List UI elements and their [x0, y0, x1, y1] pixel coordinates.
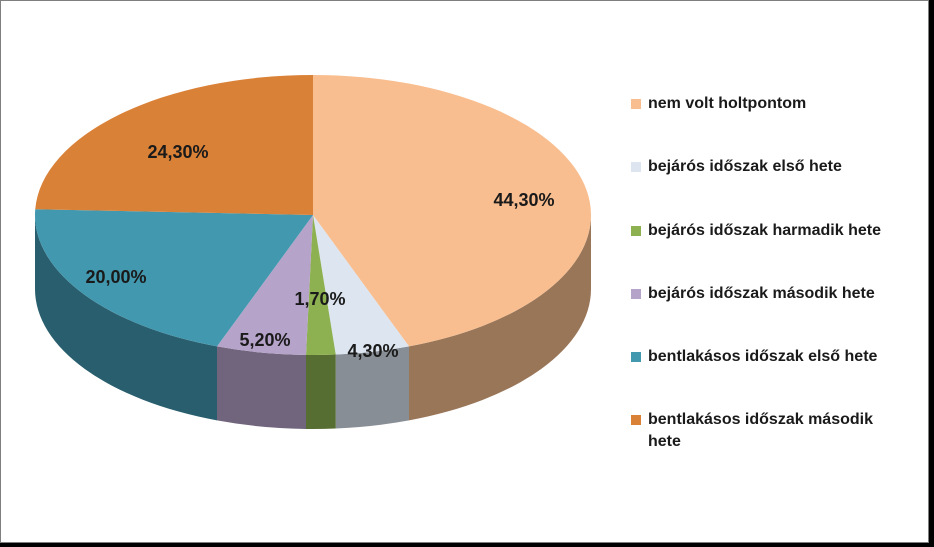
pie-slice [313, 75, 591, 347]
legend-item: bentlakásos időszak második hete [631, 409, 908, 453]
legend-swatch [631, 226, 641, 236]
legend-swatch [631, 415, 641, 425]
legend-item: bejárós időszak első hete [631, 156, 908, 178]
legend-item: bejárós időszak második hete [631, 283, 908, 305]
legend-label: bejárós időszak harmadik hete [648, 222, 881, 239]
data-label: 5,20% [239, 330, 290, 350]
legend-item: bentlakásos időszak első hete [631, 346, 908, 368]
legend-swatch [631, 352, 641, 362]
legend-label: bejárós időszak második hete [648, 285, 875, 302]
pie-slice-side [35, 215, 218, 421]
data-label: 4,30% [347, 341, 398, 361]
pie-slice [313, 215, 409, 355]
pie-slice-side [305, 354, 336, 429]
pie-slice-side [335, 346, 409, 429]
legend-swatch [631, 99, 641, 109]
pie-slice [35, 75, 313, 215]
data-label: 24,30% [147, 142, 208, 162]
data-label: 1,70% [294, 289, 345, 309]
pie-slice-side [217, 346, 306, 429]
pie-slice-side [408, 215, 591, 421]
legend-swatch [631, 162, 641, 172]
pie-slice [34, 209, 313, 347]
legend-label: bejárós időszak első hete [648, 158, 842, 175]
legend-label: bentlakásos időszak első hete [648, 348, 878, 365]
pie-slice [217, 215, 313, 355]
legend-item: nem volt holtpontom [631, 93, 908, 115]
pie-slice [305, 215, 336, 355]
legend-label: bentlakásos időszak második hete [648, 411, 873, 450]
legend-swatch [631, 289, 641, 299]
legend-item: bejárós időszak harmadik hete [631, 220, 908, 242]
legend-label: nem volt holtpontom [648, 95, 807, 112]
data-label: 20,00% [85, 267, 146, 287]
data-label: 44,30% [493, 190, 554, 210]
